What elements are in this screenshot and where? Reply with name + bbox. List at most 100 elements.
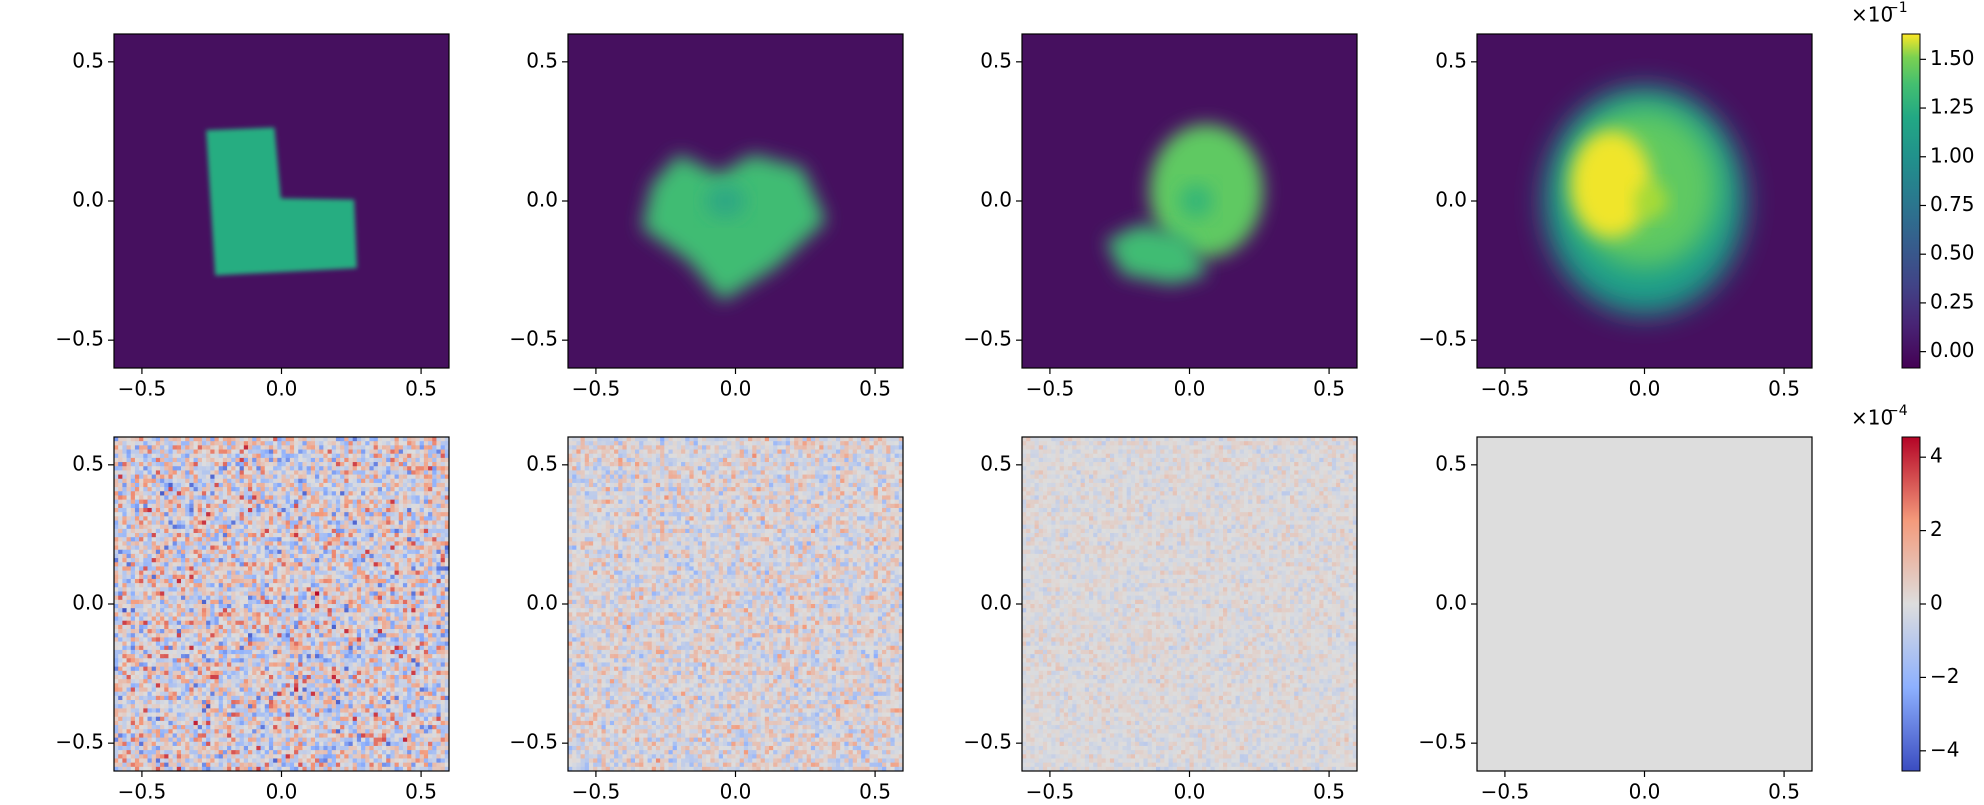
noise-cell (444, 679, 449, 684)
noise-cell (143, 487, 148, 492)
noise-cell (227, 499, 232, 505)
noise-cell (419, 566, 425, 571)
noise-cell (390, 583, 395, 588)
noise-cell (210, 641, 215, 647)
noise-cell (122, 624, 127, 630)
noise-cell (176, 662, 182, 668)
noise-cell (373, 437, 379, 442)
noise-cell (423, 612, 429, 617)
noise-cell (248, 595, 253, 601)
noise-cell (298, 683, 303, 688)
noise-cell (206, 562, 211, 567)
noise-cell (352, 491, 358, 496)
noise-cell (289, 487, 295, 492)
noise-cell (335, 662, 341, 668)
noise-cell (243, 674, 249, 680)
noise-cell (285, 662, 291, 668)
noise-cell (201, 687, 207, 693)
noise-cell (281, 507, 287, 513)
noise-cell (419, 441, 425, 446)
noise-cell (298, 649, 303, 655)
noise-cell (252, 512, 257, 517)
noise-cell (256, 545, 261, 551)
noise-cell (323, 674, 328, 680)
noise-cell (218, 633, 224, 638)
noise-cell (201, 612, 207, 617)
noise-cell (415, 608, 421, 613)
noise-cell (319, 462, 324, 467)
noise-cell (440, 495, 446, 501)
noise-cell (298, 491, 303, 496)
noise-cell (118, 629, 123, 634)
noise-cell (126, 449, 132, 455)
noise-cell (310, 570, 316, 576)
noise-cell (218, 620, 224, 626)
noise-cell (218, 445, 224, 450)
noise-cell (348, 658, 354, 663)
noise-cell (294, 591, 299, 597)
noise-cell (222, 654, 228, 659)
noise-cell (155, 562, 161, 567)
noise-cell (369, 570, 375, 576)
noise-cell (130, 495, 136, 501)
noise-cell (411, 599, 416, 605)
noise-cell (134, 574, 140, 580)
noise-cell (289, 445, 295, 450)
noise-cell (419, 478, 425, 484)
noise-cell (356, 683, 362, 688)
noise-cell (428, 654, 433, 659)
noise-cell (344, 520, 349, 526)
noise-cell (201, 670, 207, 676)
noise-cell (231, 574, 236, 580)
noise-cell (277, 654, 282, 659)
noise-cell (331, 633, 337, 638)
noise-cell (143, 616, 148, 622)
noise-cell (151, 470, 157, 475)
noise-cell (248, 591, 253, 597)
noise-cell (126, 687, 132, 693)
noise-cell (185, 449, 190, 455)
noise-cell (185, 691, 190, 697)
noise-cell (281, 683, 287, 688)
noise-cell (428, 683, 433, 688)
noise-cell (248, 562, 253, 567)
noise-cell (134, 474, 140, 480)
noise-cell (331, 670, 337, 676)
noise-cell (264, 524, 270, 530)
noise-cell (252, 570, 257, 576)
noise-cell (155, 507, 161, 513)
noise-cell (289, 624, 295, 630)
noise-cell (155, 441, 161, 446)
noise-cell (160, 457, 165, 463)
noise-cell (231, 670, 236, 676)
noise-cell (243, 637, 249, 642)
noise-cell (294, 507, 299, 513)
noise-cell (168, 674, 174, 680)
noise-cell (189, 558, 194, 563)
noise-cell (440, 512, 446, 517)
noise-cell (356, 495, 362, 501)
noise-cell (222, 549, 228, 555)
noise-cell (268, 520, 274, 526)
noise-cell (185, 604, 190, 609)
noise-cell (361, 624, 366, 630)
noise-cell (268, 474, 274, 480)
noise-cell (386, 629, 391, 634)
noise-cell (201, 549, 207, 555)
noise-cell (151, 616, 157, 622)
noise-cell (218, 466, 224, 471)
noise-cell (168, 578, 174, 584)
noise-cell (440, 470, 446, 475)
noise-cell (172, 528, 178, 534)
noise-cell (352, 470, 358, 475)
noise-cell (164, 541, 169, 546)
noise-cell (160, 608, 165, 613)
noise-cell (432, 449, 437, 455)
noise-cell (377, 687, 383, 693)
noise-cell (193, 541, 199, 546)
noise-cell (273, 566, 278, 571)
noise-cell (407, 449, 412, 455)
noise-cell (252, 604, 257, 609)
noise-cell (260, 478, 266, 484)
noise-cell (239, 516, 245, 521)
